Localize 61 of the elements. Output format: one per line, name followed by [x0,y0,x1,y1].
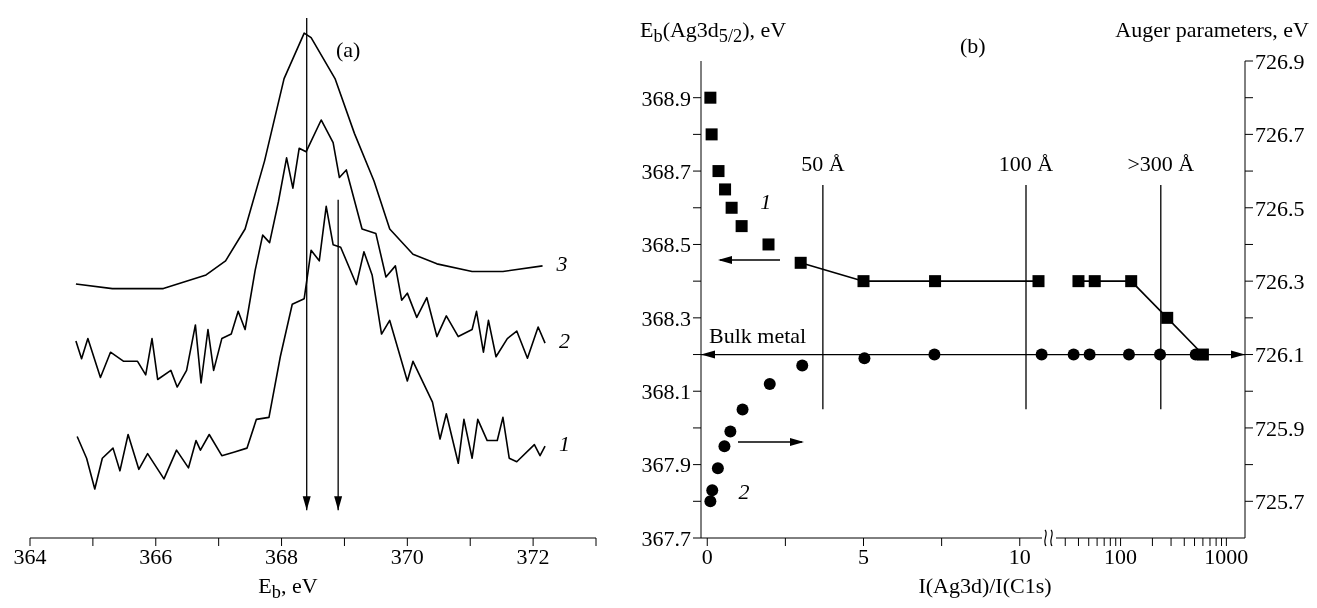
chart-title: (b) [960,33,986,59]
x-tick-label: 370 [390,543,424,569]
point [794,256,807,269]
y2-tick-label: 726.9 [1255,48,1305,74]
point [796,359,809,372]
ref-line-label: 100 Å [998,151,1054,177]
y-tick-label: 367.9 [641,452,691,478]
series-label: 2 [559,328,571,354]
y-tick-label: 368.3 [641,305,691,331]
point [1035,348,1048,361]
point [711,462,724,475]
x-axis-title: E$_{b}$, eV [257,573,319,603]
point [857,275,870,288]
point [712,165,725,178]
y-tick-label: 368.5 [641,232,691,258]
y-axis-title: E$_{b}$(Ag3d$_{5/2}$), eV [640,17,787,47]
ref-line-label: >300 Å [1127,151,1195,177]
ref-line-label: Bulk metal [709,322,807,348]
point [858,352,871,365]
series-label: 2 [738,479,750,505]
x-tick-label: 366 [139,543,173,569]
y2-tick-label: 725.9 [1255,415,1305,441]
point [928,348,941,361]
point [718,440,731,453]
point [736,403,749,416]
y2-tick-label: 726.5 [1255,195,1305,221]
x-tick-label: 10 [1008,543,1031,569]
point [724,425,737,438]
y2-tick-label: 726.7 [1255,122,1305,148]
x-tick-label: 1000 [1204,543,1249,569]
series-label: 3 [555,250,568,276]
point [763,377,776,390]
x-tick-label: 368 [265,543,299,569]
y2-tick-label: 725.7 [1255,489,1305,515]
y2-axis-title: Auger parameters, eV [1115,17,1309,43]
point [735,220,748,233]
point [705,128,718,141]
x-tick-label: 100 [1104,543,1138,569]
series-label: 1 [559,431,571,457]
point [1032,275,1045,288]
x-tick-label: 372 [516,543,550,569]
y2-tick-label: 726.3 [1255,268,1305,294]
point [719,183,732,196]
series-label: 1 [760,188,772,214]
x-tick-label: 5 [858,543,869,569]
point [929,275,942,288]
y-tick-label: 368.1 [641,379,691,405]
ref-line-label: 50 Å [801,151,845,177]
x-tick-label: 0 [701,543,713,569]
y-tick-label: 368.7 [641,158,691,184]
point [704,495,717,508]
point [706,484,719,497]
point [762,238,775,251]
y-tick-label: 367.7 [641,525,691,551]
chart-title: (a) [336,37,361,63]
x-tick-label: 364 [13,543,47,569]
point [725,201,738,214]
y-tick-label: 368.9 [641,85,691,111]
point [704,91,717,104]
y2-tick-label: 726.1 [1255,342,1305,368]
x-axis-title: I(Ag3d)/I(C1s) [917,573,1053,599]
